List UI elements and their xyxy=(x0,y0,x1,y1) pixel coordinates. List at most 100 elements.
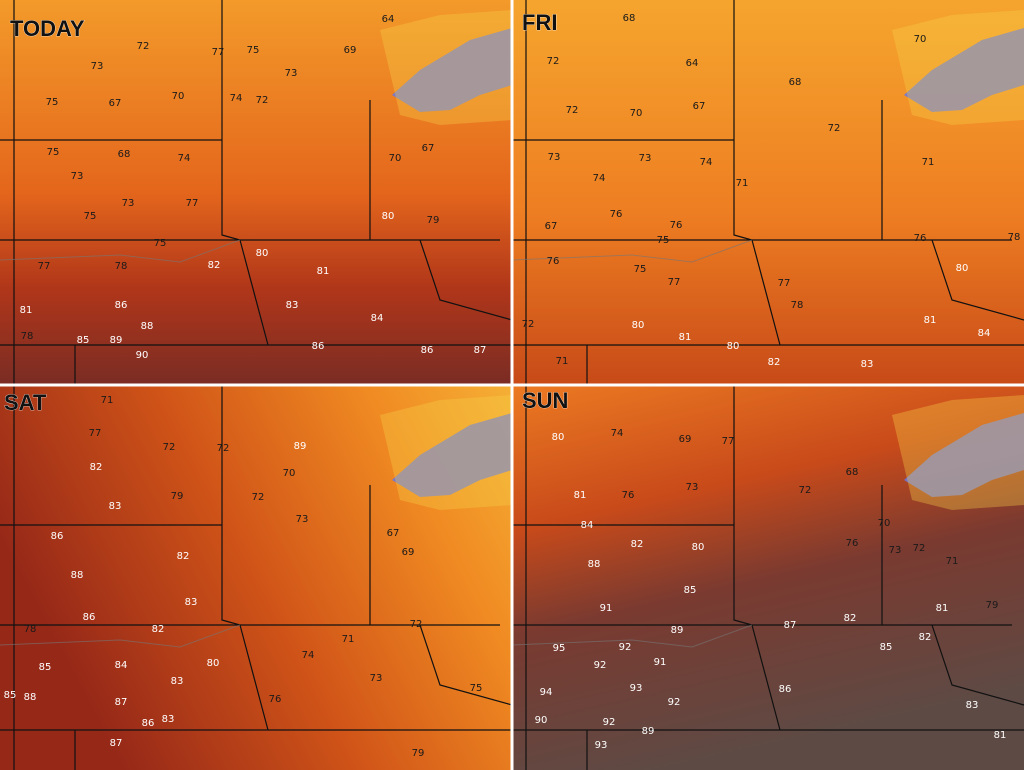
temperature-label: 75 xyxy=(634,264,647,275)
temperature-label: 82 xyxy=(844,613,857,624)
temperature-label: 70 xyxy=(389,153,402,164)
temperature-label: 69 xyxy=(344,45,357,56)
temperature-label: 82 xyxy=(919,632,932,643)
panel-title: FRI xyxy=(522,10,557,35)
temperature-label: 90 xyxy=(535,715,548,726)
temperature-label: 87 xyxy=(110,738,123,749)
temperature-label: 71 xyxy=(736,178,749,189)
temperature-label: 76 xyxy=(610,209,623,220)
temperature-label: 78 xyxy=(115,261,128,272)
temperature-label: 73 xyxy=(296,514,309,525)
temperature-label: 67 xyxy=(422,143,435,154)
temperature-label: 87 xyxy=(784,620,797,631)
temperature-label: 72 xyxy=(217,443,230,454)
temperature-label: 77 xyxy=(668,277,681,288)
temperature-label: 77 xyxy=(212,47,225,58)
temperature-label: 64 xyxy=(686,58,699,69)
temperature-label: 75 xyxy=(470,683,483,694)
panel-title: TODAY xyxy=(10,16,85,41)
temperature-label: 78 xyxy=(1008,232,1021,243)
temperature-label: 76 xyxy=(622,490,635,501)
temperature-label: 83 xyxy=(286,300,299,311)
temperature-label: 84 xyxy=(978,328,991,339)
temperature-label: 83 xyxy=(861,359,874,370)
temperature-label: 82 xyxy=(152,624,165,635)
temperature-label: 75 xyxy=(46,97,59,108)
temperature-label: 81 xyxy=(574,490,587,501)
temperature-label: 86 xyxy=(83,612,96,623)
temperature-label: 88 xyxy=(24,692,37,703)
temperature-label: 94 xyxy=(540,687,553,698)
temperature-label: 80 xyxy=(692,542,705,553)
temperature-label: 81 xyxy=(20,305,33,316)
temperature-label: 95 xyxy=(553,643,566,654)
temperature-label: 81 xyxy=(994,730,1007,741)
temperature-label: 92 xyxy=(619,642,632,653)
temperature-label: 70 xyxy=(630,108,643,119)
temperature-label: 83 xyxy=(171,676,184,687)
temperature-label: 82 xyxy=(631,539,644,550)
temperature-label: 89 xyxy=(110,335,123,346)
temperature-label: 67 xyxy=(387,528,400,539)
temperature-label: 71 xyxy=(556,356,569,367)
temperature-label: 75 xyxy=(47,147,60,158)
temperature-label: 67 xyxy=(109,98,122,109)
temperature-label: 73 xyxy=(889,545,902,556)
temperature-label: 84 xyxy=(115,660,128,671)
temperature-label: 74 xyxy=(230,93,243,104)
temperature-label: 82 xyxy=(90,462,103,473)
temperature-label: 85 xyxy=(684,585,697,596)
temperature-label: 82 xyxy=(208,260,221,271)
temperature-label: 84 xyxy=(581,520,594,531)
temperature-label: 70 xyxy=(172,91,185,102)
temperature-label: 73 xyxy=(686,482,699,493)
temperature-label: 73 xyxy=(639,153,652,164)
panel: SUN 80 74 69 77 73 81 76 84 82 80 88 85 91 89 95 92 91 92… xyxy=(511,384,1024,770)
temperature-label: 83 xyxy=(109,501,122,512)
temperature-label: 70 xyxy=(283,468,296,479)
temperature-label: 72 xyxy=(799,485,812,496)
temperature-label: 73 xyxy=(71,171,84,182)
temperature-label: 90 xyxy=(136,350,149,361)
temperature-label: 64 xyxy=(382,14,395,25)
temperature-label: 83 xyxy=(966,700,979,711)
temperature-label: 80 xyxy=(956,263,969,274)
temperature-label: 79 xyxy=(171,491,184,502)
temperature-label: 89 xyxy=(642,726,655,737)
temperature-label: 76 xyxy=(846,538,859,549)
temperature-label: 76 xyxy=(547,256,560,267)
temperature-label: 92 xyxy=(668,697,681,708)
temperature-label: 86 xyxy=(142,718,155,729)
temperature-label: 78 xyxy=(791,300,804,311)
temperature-label: 72 xyxy=(410,619,423,630)
temperature-label: 74 xyxy=(302,650,315,661)
temperature-label: 88 xyxy=(588,559,601,570)
temperature-label: 73 xyxy=(370,673,383,684)
temperature-label: 73 xyxy=(91,61,104,72)
temperature-label: 72 xyxy=(547,56,560,67)
temperature-label: 87 xyxy=(474,345,487,356)
temperature-label: 79 xyxy=(986,600,999,611)
temperature-label: 69 xyxy=(679,434,692,445)
temperature-label: 82 xyxy=(768,357,781,368)
temperature-label: 78 xyxy=(21,331,34,342)
temperature-label: 87 xyxy=(115,697,128,708)
temperature-label: 75 xyxy=(247,45,260,56)
temperature-label: 80 xyxy=(382,211,395,222)
temperature-label: 77 xyxy=(89,428,102,439)
temperature-label: 92 xyxy=(603,717,616,728)
temperature-label: 80 xyxy=(256,248,269,259)
temperature-label: 79 xyxy=(427,215,440,226)
temperature-label: 78 xyxy=(24,624,37,635)
temperature-label: 89 xyxy=(671,625,684,636)
temperature-label: 79 xyxy=(412,748,425,759)
temperature-label: 72 xyxy=(828,123,841,134)
panel: TODAY 72 73 75 67 70 77 75 73 69 64 74 72 75 68 74 73 77… xyxy=(0,0,513,386)
temperature-label: 82 xyxy=(177,551,190,562)
temperature-label: 85 xyxy=(4,690,17,701)
temperature-label: 71 xyxy=(946,556,959,567)
temperature-label: 70 xyxy=(914,34,927,45)
temperature-label: 76 xyxy=(914,233,927,244)
temperature-label: 80 xyxy=(207,658,220,669)
temperature-label: 93 xyxy=(595,740,608,751)
